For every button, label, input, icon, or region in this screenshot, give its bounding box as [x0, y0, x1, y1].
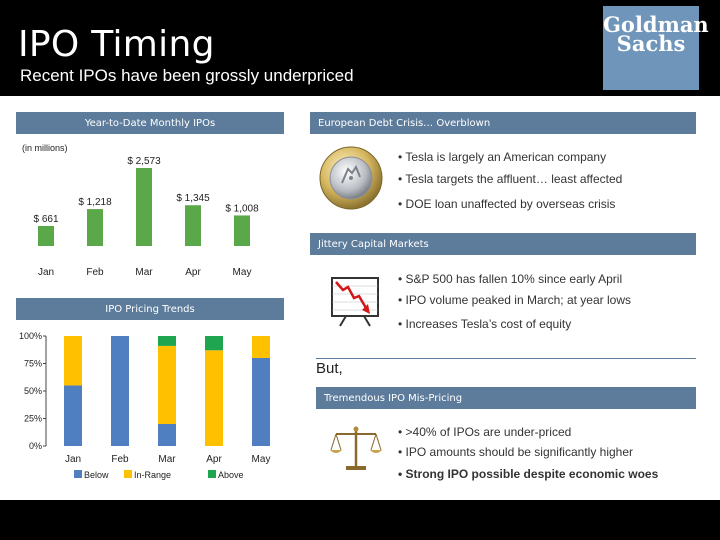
pricing-bar-mar-above [158, 336, 176, 346]
legend-swatch-in-range [124, 470, 132, 478]
pricing-y-label-3: 75% [24, 359, 42, 369]
ytd-unit-label: (in millions) [22, 143, 68, 153]
but-text: But, [316, 360, 343, 377]
market-bullet-1: • S&P 500 has fallen 10% since early Apr… [398, 272, 623, 286]
ytd-bar-feb [87, 209, 103, 246]
pricing-x-label-feb: Feb [111, 454, 129, 465]
pricing-x-label-may: May [252, 454, 271, 465]
market-bullet-3: • Increases Tesla’s cost of equity [398, 317, 572, 331]
market-bullet-2-text: IPO volume peaked in March; at year lows [405, 293, 631, 307]
mispricing-bullet-1: • >40% of IPOs are under-priced [398, 425, 572, 439]
pricing-bar-may-in-range [252, 336, 270, 358]
mispricing-bullet-3: • Strong IPO possible despite economic w… [398, 467, 659, 481]
pricing-header: IPO Pricing Trends [16, 298, 284, 320]
pricing-x-label-jan: Jan [65, 454, 81, 465]
pricing-title: IPO Pricing Trends [105, 304, 195, 315]
pricing-y-label-2: 50% [24, 386, 42, 396]
ytd-data-label-jan: $ 661 [33, 214, 58, 225]
pricing-bar-feb-below [111, 336, 129, 446]
mispricing-bullet-2-text: IPO amounts should be significantly high… [405, 445, 634, 459]
markets-header: Jittery Capital Markets [310, 233, 696, 255]
ytd-bar-jan [38, 225, 54, 246]
markets-title: Jittery Capital Markets [318, 239, 429, 250]
logo-line1: Goldman [603, 12, 709, 37]
falling-chart-icon [331, 277, 379, 327]
debt-header: European Debt Crisis… Overblown [310, 112, 696, 134]
ytd-header: Year-to-Date Monthly IPOs [16, 112, 284, 134]
ytd-data-label-feb: $ 1,218 [78, 197, 112, 208]
pricing-y-label-1: 25% [24, 414, 42, 424]
debt-bullet-3: • DOE loan unaffected by overseas crisis [398, 197, 616, 211]
mispricing-header: Tremendous IPO Mis-Pricing [316, 387, 696, 409]
page-title: IPO Timing [18, 24, 215, 65]
pricing-y-label-0: 0% [29, 441, 42, 451]
legend-label-above: Above [218, 470, 244, 480]
debt-title: European Debt Crisis… Overblown [318, 118, 491, 129]
ytd-x-label-may: May [233, 267, 252, 278]
ytd-x-label-apr: Apr [185, 267, 201, 278]
ytd-data-label-mar: $ 2,573 [127, 156, 161, 167]
market-bullet-3-text: Increases Tesla’s cost of equity [405, 317, 572, 331]
debt-bullet-3-text: DOE loan unaffected by overseas crisis [405, 197, 616, 211]
ytd-data-label-may: $ 1,008 [225, 203, 259, 214]
ytd-bar-may [234, 215, 250, 246]
header-bar: IPO Timing Recent IPOs have been grossly… [0, 0, 720, 96]
pricing-x-label-apr: Apr [206, 454, 222, 465]
pricing-x-label-mar: Mar [158, 454, 176, 465]
pricing-bar-jan-below [64, 385, 82, 446]
mispricing-bullet-1-text: >40% of IPOs are under-priced [405, 425, 572, 439]
logo-line2: Sachs [616, 31, 686, 56]
ytd-x-label-mar: Mar [135, 267, 153, 278]
pricing-y-label-4: 100% [19, 331, 42, 341]
pricing-bar-mar-in-range [158, 345, 176, 424]
ytd-ipo-chart: (in millions) $ 661 Jan $ 1,218 Feb $ 2,573 M… [22, 143, 259, 278]
mispricing-bullet-3-text: Strong IPO possible despite economic woe… [405, 467, 659, 481]
pricing-trends-chart: 0% 25% 50% 75% 100% Jan Feb Mar Apr May Below In-Ra… [19, 331, 271, 480]
market-bullet-2: • IPO volume peaked in March; at year lo… [398, 293, 631, 307]
pricing-bar-jan-in-range [64, 336, 82, 386]
ytd-bar-mar [136, 168, 152, 246]
ytd-x-label-feb: Feb [86, 267, 104, 278]
debt-bullet-1-text: Tesla is largely an American company [405, 150, 607, 164]
pricing-bar-apr-above [205, 336, 223, 351]
legend-swatch-below [74, 470, 82, 478]
legend-label-below: Below [84, 470, 109, 480]
ytd-bar-apr [185, 205, 201, 246]
ytd-x-label-jan: Jan [38, 267, 54, 278]
debt-bullet-2: • Tesla targets the affluent… least affe… [398, 172, 623, 186]
mispricing-title: Tremendous IPO Mis-Pricing [324, 393, 463, 404]
pricing-bar-apr-in-range [205, 350, 223, 446]
goldman-sachs-logo: Goldman Sachs [603, 6, 709, 90]
mispricing-bullet-2: • IPO amounts should be significantly hi… [398, 445, 634, 459]
pricing-bar-mar-below [158, 424, 176, 446]
euro-coin-icon [319, 146, 383, 210]
debt-bullet-2-text: Tesla targets the affluent… least affect… [405, 172, 623, 186]
legend-swatch-above [208, 470, 216, 478]
ytd-title: Year-to-Date Monthly IPOs [84, 118, 216, 129]
divider [316, 358, 696, 359]
ytd-data-label-apr: $ 1,345 [176, 193, 210, 204]
footer-bar [0, 500, 720, 540]
page-subtitle: Recent IPOs have been grossly underprice… [20, 66, 354, 85]
legend-label-in-range: In-Range [134, 470, 171, 480]
debt-bullet-1: • Tesla is largely an American company [398, 150, 607, 164]
market-bullet-1-text: S&P 500 has fallen 10% since early April [405, 272, 623, 286]
scales-icon [330, 426, 382, 470]
pricing-bar-may-below [252, 358, 270, 446]
